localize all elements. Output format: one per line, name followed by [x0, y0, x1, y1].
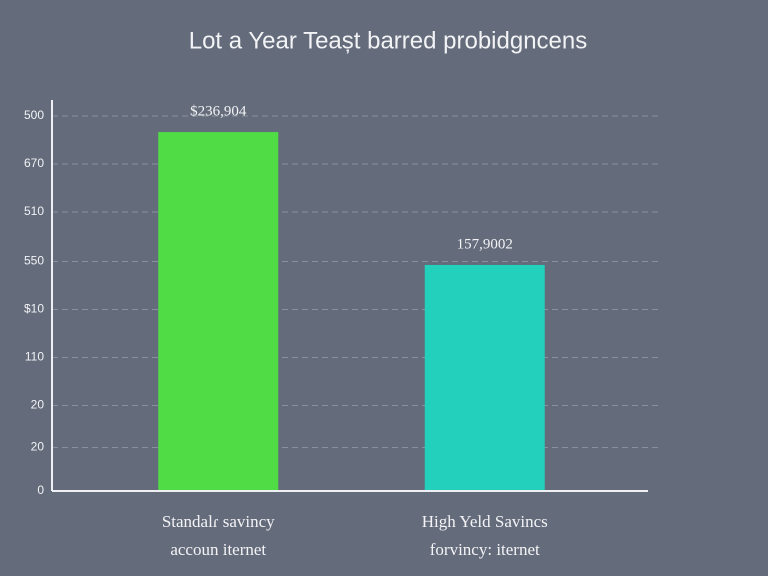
y-tick-label: 510: [24, 204, 44, 218]
bar: [424, 264, 545, 491]
y-tick-label: 550: [24, 254, 44, 268]
chart-title: Lot a Year Teașt barred probidgncens: [189, 27, 588, 54]
y-tick-label: 110: [25, 350, 44, 364]
y-tick-label: $10: [24, 302, 44, 316]
y-tick-label: 20: [31, 440, 45, 454]
y-tick-label: 0: [37, 483, 44, 497]
x-tick-label: High Yeld Savincs forvincy: iternet: [421, 512, 548, 559]
y-tick-label: 20: [31, 398, 45, 412]
y-tick-label: 500: [24, 108, 44, 122]
y-tick-label: 670: [24, 156, 44, 170]
annotation: 157,9002: [457, 236, 513, 252]
annotation: $236,904: [190, 103, 247, 119]
bar: [158, 132, 279, 492]
x-tick-label: Standalɾ savincy accoun iternet: [161, 512, 275, 559]
